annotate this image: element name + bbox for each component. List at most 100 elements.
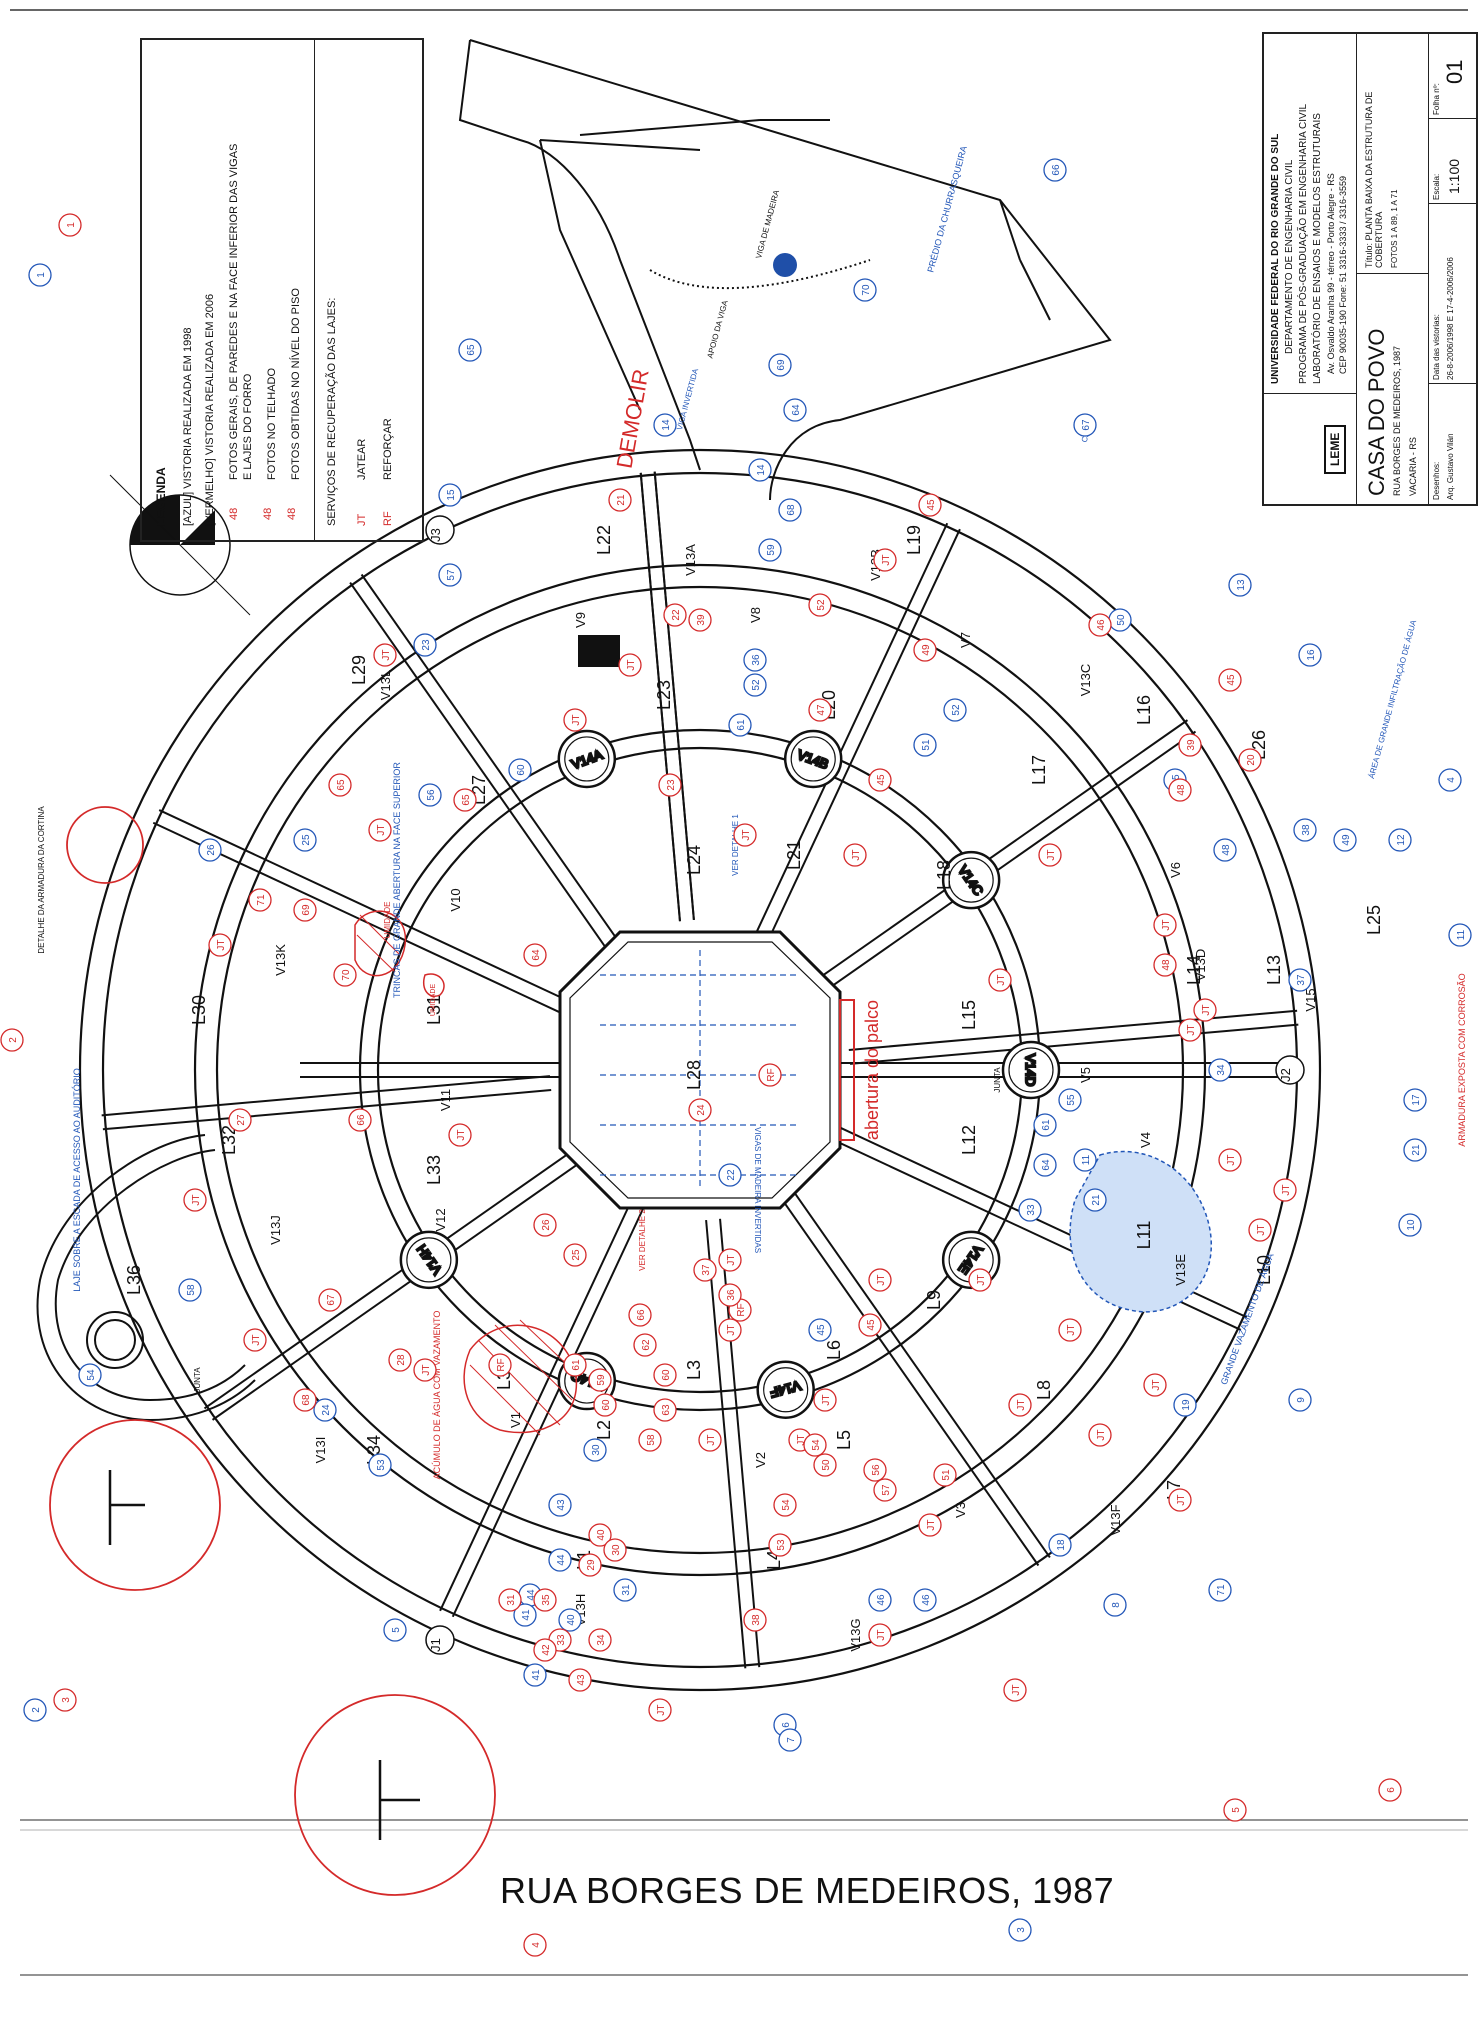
photo-marker-number: 6 <box>781 1722 792 1728</box>
photo-marker-number: 31 <box>506 1594 517 1606</box>
legend-item: FOTOS GERAIS, DE PAREDES E NA FACE INFER… <box>228 143 240 480</box>
photo-marker-number: 60 <box>661 1369 672 1381</box>
date-label: Data das vistorias: <box>1432 314 1441 380</box>
slab-label: L30 <box>189 995 209 1025</box>
beam-label: V9 <box>573 612 588 628</box>
photo-marker-number: 50 <box>821 1459 832 1471</box>
photo-marker: JT <box>208 933 232 957</box>
photo-marker-number: 66 <box>1051 164 1062 176</box>
slab-label: L21 <box>784 840 804 870</box>
photo-marker-number: 54 <box>781 1499 792 1511</box>
photo-marker-number: 71 <box>1216 1584 1227 1596</box>
photo-marker-number: JT <box>741 829 752 840</box>
photo-marker: 55 <box>1058 1088 1082 1112</box>
photo-marker: 70 <box>333 963 357 987</box>
department: DEPARTAMENTO DE ENGENHARIA CIVIL <box>1284 159 1295 354</box>
slab-label: L29 <box>349 655 369 685</box>
service-code: JT <box>356 513 368 526</box>
scale-label: Escala: <box>1432 173 1441 200</box>
photo-marker-number: 35 <box>541 1594 552 1606</box>
photo-marker: 15 <box>438 483 462 507</box>
slab-label: L31 <box>424 995 444 1025</box>
photo-marker: JT <box>1008 1393 1032 1417</box>
photo-marker: 30 <box>583 1438 607 1462</box>
beam-label: V13G <box>848 1618 863 1651</box>
slab-label: L12 <box>959 1125 979 1155</box>
drawn-by: Arq. Gustavo Vilán <box>1446 433 1455 500</box>
photo-marker: 43 <box>568 1668 592 1692</box>
photo-marker: 45 <box>1218 668 1242 692</box>
photo-marker-number: 2 <box>31 1707 42 1713</box>
scale: 1:100 <box>1446 158 1462 194</box>
photo-marker-number: 21 <box>1411 1144 1422 1156</box>
photo-marker-number: 31 <box>621 1584 632 1596</box>
slab-label: L14 <box>1184 955 1204 985</box>
slab-label: L3 <box>684 1360 704 1380</box>
photo-marker: 1 <box>28 263 52 287</box>
photo-marker: 61 <box>728 713 752 737</box>
photo-marker-number: RF <box>496 1358 507 1371</box>
photo-marker-number: 38 <box>1301 824 1312 836</box>
photo-marker: 24 <box>313 1398 337 1422</box>
photo-marker: 57 <box>438 563 462 587</box>
legend-item: E LAJES DO FORRO <box>242 373 254 480</box>
photo-marker-number: JT <box>456 1129 467 1140</box>
photo-marker: 41 <box>523 1663 547 1687</box>
photo-marker: 45 <box>858 1313 882 1337</box>
photo-marker-number: 21 <box>616 494 627 506</box>
beam-label: V3 <box>953 1502 968 1518</box>
slab-label: L16 <box>1134 695 1154 725</box>
photo-marker: 40 <box>588 1523 612 1547</box>
photo-marker: 54 <box>803 1433 827 1457</box>
photo-marker-number: 54 <box>811 1439 822 1451</box>
photo-marker-number: 38 <box>751 1614 762 1626</box>
beam-label: V13D <box>1193 949 1208 982</box>
photo-marker-number: JT <box>726 1324 737 1335</box>
photo-marker: 43 <box>548 1493 572 1517</box>
photo-marker: 62 <box>633 1333 657 1357</box>
photo-marker: 66 <box>1043 158 1067 182</box>
photo-marker-number: 66 <box>356 1114 367 1126</box>
slab-label: L24 <box>684 845 704 875</box>
photo-marker: JT <box>1273 1178 1297 1202</box>
photo-marker: 45 <box>918 493 942 517</box>
photo-marker-number: 17 <box>1411 1094 1422 1106</box>
photo-marker: JT <box>373 643 397 667</box>
photo-marker: 21 <box>1083 1188 1107 1212</box>
photo-marker-number: 34 <box>596 1634 607 1646</box>
photo-marker: 49 <box>913 638 937 662</box>
photo-marker: JT <box>868 1268 892 1292</box>
photo-marker-number: 11 <box>1456 929 1467 940</box>
photo-marker: 52 <box>943 698 967 722</box>
beam-label: V5 <box>1078 1067 1093 1083</box>
slab-label: L6 <box>824 1340 844 1360</box>
photo-marker: 4 <box>1438 768 1462 792</box>
photo-marker-number: 56 <box>871 1464 882 1476</box>
legend-symbol: 48 <box>228 507 240 520</box>
photo-marker-number: 45 <box>866 1319 877 1331</box>
beam-label: V13E <box>1173 1254 1188 1286</box>
photo-marker-number: 30 <box>591 1444 602 1456</box>
photo-marker: 60 <box>508 758 532 782</box>
photo-marker: 3 <box>1008 1918 1032 1942</box>
photo-marker: JT <box>1218 1148 1242 1172</box>
photo-marker: JT <box>1193 998 1217 1022</box>
joint-marker <box>1275 1055 1305 1085</box>
photo-marker: JT <box>1153 913 1177 937</box>
photo-marker: 44 <box>548 1548 572 1572</box>
beam-label: V12 <box>433 1208 448 1231</box>
photo-marker-number: JT <box>421 1364 432 1375</box>
photo-marker-number: 46 <box>1096 619 1107 631</box>
beam-support-note: APOIO DA VIGA <box>706 299 730 360</box>
photo-marker: 61 <box>563 1353 587 1377</box>
photo-marker: 31 <box>613 1578 637 1602</box>
photo-marker-number: 24 <box>696 1104 707 1116</box>
slab-label: L2 <box>594 1420 614 1440</box>
photo-marker: JT <box>718 1248 742 1272</box>
photo-marker: 59 <box>588 1368 612 1392</box>
photo-marker-number: 59 <box>596 1374 607 1386</box>
photo-marker-number: 29 <box>586 1559 597 1571</box>
detail-circles <box>49 806 496 1896</box>
joint-label: J2 <box>1278 1068 1293 1082</box>
photo-marker: 57 <box>873 1478 897 1502</box>
